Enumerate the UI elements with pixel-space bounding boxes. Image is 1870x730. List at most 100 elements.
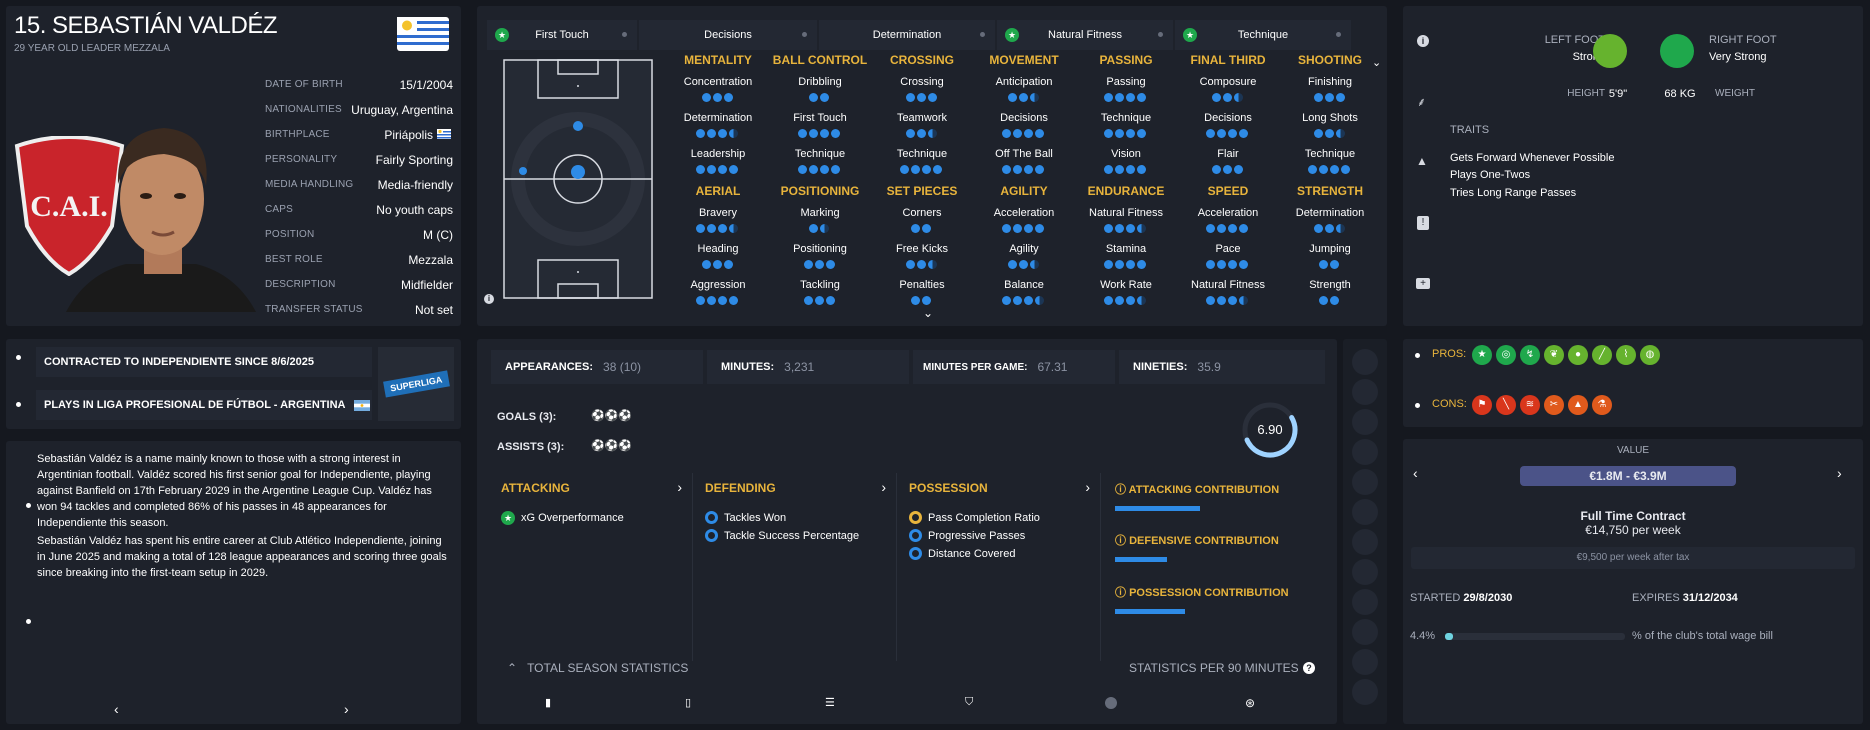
chevron-left-icon[interactable]: ‹	[1413, 465, 1418, 481]
assists-label: ASSISTS (3):	[497, 441, 565, 453]
side-icon[interactable]	[1352, 379, 1378, 405]
rating-dot	[1115, 296, 1124, 305]
attribute-name[interactable]: Off The Ball	[995, 148, 1053, 160]
chevron-left-icon[interactable]: ‹	[114, 701, 119, 717]
tab-determination[interactable]: Determination	[819, 20, 995, 50]
rating-dot	[803, 296, 813, 305]
attribute-name[interactable]: Heading	[697, 243, 739, 255]
tab-first-touch[interactable]: ★ First Touch	[487, 20, 637, 50]
side-icon[interactable]	[1352, 469, 1378, 495]
contracted-row[interactable]: CONTRACTED TO INDEPENDIENTE SINCE 8/6/20…	[36, 347, 372, 377]
attribute-name[interactable]: Natural Fitness	[1089, 207, 1163, 219]
attribute-name[interactable]: Marking	[800, 207, 840, 219]
attribute-category: FINAL THIRD	[1190, 53, 1266, 67]
attribute-name[interactable]: Leadership	[690, 148, 746, 160]
attacking-contribution-bar	[1115, 506, 1200, 511]
attribute-name[interactable]: Agility	[1009, 243, 1039, 255]
attribute-rating-dots	[668, 165, 768, 177]
attribute-name[interactable]: Free Kicks	[896, 243, 948, 255]
card-icon[interactable]: ▯	[685, 697, 692, 709]
attribute-name[interactable]: Decisions	[1204, 112, 1252, 124]
tab-natural-fitness[interactable]: ★ Natural Fitness	[997, 20, 1173, 50]
attribute-name[interactable]: Teamwork	[896, 112, 948, 124]
attribute-name[interactable]: Acceleration	[1197, 207, 1259, 219]
attribute-name[interactable]: Concentration	[683, 76, 753, 88]
attribute-name[interactable]: Aggression	[690, 279, 746, 291]
info-icon[interactable]: i	[484, 294, 494, 304]
side-icon[interactable]	[1352, 679, 1378, 705]
total-season-toggle[interactable]: ⌃ TOTAL SEASON STATISTICS	[507, 661, 689, 675]
side-icon[interactable]	[1352, 529, 1378, 555]
attribute-name[interactable]: Acceleration	[993, 207, 1055, 219]
attribute-name[interactable]: Anticipation	[995, 76, 1053, 88]
attribute-rating-dots	[1178, 296, 1278, 308]
help-icon[interactable]: ?	[1303, 662, 1315, 674]
attribute-name[interactable]: Determination	[683, 112, 753, 124]
attribute-name[interactable]: Corners	[902, 207, 942, 219]
attribute-rating-dots	[872, 296, 972, 308]
attribute-name[interactable]: Bravery	[699, 207, 737, 219]
attribute-name[interactable]: Finishing	[1307, 76, 1353, 88]
attribute-name[interactable]: Positioning	[793, 243, 847, 255]
attribute-name[interactable]: Work Rate	[1100, 279, 1152, 291]
side-icon[interactable]	[1352, 589, 1378, 615]
attribute-name[interactable]: Natural Fitness	[1191, 279, 1265, 291]
chevron-right-icon[interactable]: ›	[344, 701, 349, 717]
side-icon[interactable]	[1352, 349, 1378, 375]
attribute-name[interactable]: First Touch	[793, 112, 847, 124]
bar-chart-icon[interactable]: ▮	[545, 697, 552, 709]
rating-dot	[825, 260, 835, 269]
attribute-name[interactable]: Dribbling	[798, 76, 842, 88]
bio-panel: Sebastián Valdéz is a name mainly known …	[6, 441, 461, 724]
side-icon[interactable]	[1352, 409, 1378, 435]
per90-toggle[interactable]: STATISTICS PER 90 MINUTES ⌃	[1129, 661, 1315, 675]
shirt-icon[interactable]: ⛉	[965, 696, 974, 708]
league-row[interactable]: PLAYS IN LIGA PROFESIONAL DE FÚTBOL - AR…	[36, 390, 372, 420]
attribute-name[interactable]: Penalties	[899, 279, 945, 291]
attribute-name[interactable]: Long Shots	[1302, 112, 1358, 124]
attribute-category: PASSING	[1099, 53, 1153, 67]
attribute-name[interactable]: Technique	[896, 148, 948, 160]
tab-decisions[interactable]: Decisions	[639, 20, 817, 50]
player-subtitle: 29 YEAR OLD LEADER MEZZALA	[14, 43, 170, 54]
attribute-name[interactable]: Technique	[794, 148, 846, 160]
cons-label: CONS:	[1432, 398, 1467, 410]
attribute-group: MENTALITY Concentration Determination Leade…	[668, 53, 768, 184]
side-icon[interactable]	[1352, 439, 1378, 465]
chevron-right-icon[interactable]: ›	[677, 479, 682, 495]
side-icon[interactable]	[1352, 559, 1378, 585]
right-boot-icon	[1660, 34, 1694, 68]
chevron-right-icon[interactable]: ›	[1837, 465, 1842, 481]
attribute-name[interactable]: Composure	[1199, 76, 1257, 88]
attribute-name[interactable]: Balance	[1004, 279, 1044, 291]
side-icon[interactable]	[1352, 499, 1378, 525]
chevron-right-icon[interactable]: ›	[1085, 479, 1090, 495]
side-icon[interactable]	[1352, 649, 1378, 675]
compass-icon[interactable]: ⊛	[1245, 696, 1256, 710]
attribute-name[interactable]: Pace	[1215, 243, 1241, 255]
tab-technique[interactable]: ★ Technique	[1175, 20, 1351, 50]
attribute-name[interactable]: Stamina	[1105, 243, 1147, 255]
attribute-name[interactable]: Decisions	[1000, 112, 1048, 124]
info-icon[interactable]: i	[1417, 35, 1429, 47]
attribute-name[interactable]: Technique	[1304, 148, 1356, 160]
attribute-group: SPEED Acceleration Pace Natural Fitness	[1178, 184, 1278, 315]
attribute-name[interactable]: Crossing	[900, 76, 944, 88]
rating-dot	[712, 260, 722, 269]
attribute-name[interactable]: Tackling	[800, 279, 840, 291]
disc-icon[interactable]	[1105, 697, 1117, 709]
attribute-name[interactable]: Strength	[1309, 279, 1351, 291]
list-icon[interactable]: ☰	[825, 697, 835, 709]
side-icon[interactable]	[1352, 619, 1378, 645]
attribute-name[interactable]: Jumping	[1309, 243, 1351, 255]
attribute-name[interactable]: Vision	[1111, 148, 1141, 160]
attribute-name[interactable]: Technique	[1100, 112, 1152, 124]
mountain-icon: ▲	[1416, 154, 1428, 168]
chevron-down-icon[interactable]: ⌄	[1372, 57, 1382, 69]
star-icon: ★	[1183, 28, 1197, 42]
attribute-name[interactable]: Passing	[1106, 76, 1146, 88]
attribute-name[interactable]: Determination	[1295, 207, 1365, 219]
chevron-right-icon[interactable]: ›	[881, 479, 886, 495]
attribute-name[interactable]: Flair	[1217, 148, 1239, 160]
chevron-down-icon[interactable]: ⌄	[923, 306, 934, 320]
